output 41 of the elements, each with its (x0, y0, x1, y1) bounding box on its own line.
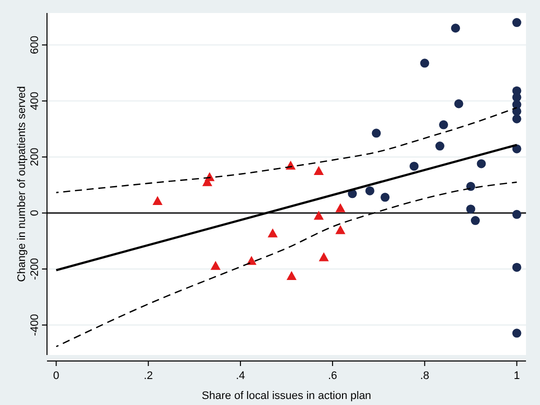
x-tick-label: .6 (328, 370, 338, 382)
point (380, 192, 390, 202)
y-axis-title: Change in number of outpatients served (16, 86, 28, 282)
point (268, 228, 278, 238)
point (451, 24, 460, 33)
point (365, 186, 374, 196)
y-tick-label: 600 (29, 36, 41, 54)
y-tick-label: 200 (29, 148, 41, 166)
point (512, 328, 522, 338)
y-tick-label: 400 (29, 92, 41, 110)
point (410, 162, 419, 171)
point (512, 210, 522, 219)
point (335, 225, 346, 234)
y-tick-label: -200 (29, 258, 41, 280)
x-tick-label: .8 (420, 370, 430, 382)
point (318, 252, 329, 262)
point (335, 203, 346, 212)
x-tick-label: 0 (53, 370, 60, 382)
point (435, 142, 444, 151)
point (512, 18, 522, 28)
x-tick-label: .2 (144, 370, 153, 382)
point (286, 271, 297, 280)
point (476, 159, 486, 168)
y-tick-label: 0 (29, 210, 41, 216)
y-tick-label: -400 (29, 314, 41, 336)
point (372, 128, 381, 138)
point (454, 99, 464, 108)
x-axis-title: Share of local issues in action plan (202, 390, 372, 402)
point (512, 262, 522, 272)
x-tick-label: .4 (236, 370, 246, 382)
point (152, 196, 163, 205)
point (466, 182, 476, 191)
point (210, 260, 221, 270)
point (512, 114, 522, 124)
point (470, 216, 480, 226)
point (420, 58, 430, 68)
point (314, 166, 324, 175)
point (314, 210, 324, 220)
x-tick-label: 1 (514, 370, 520, 382)
point (466, 204, 476, 214)
point (439, 120, 448, 130)
